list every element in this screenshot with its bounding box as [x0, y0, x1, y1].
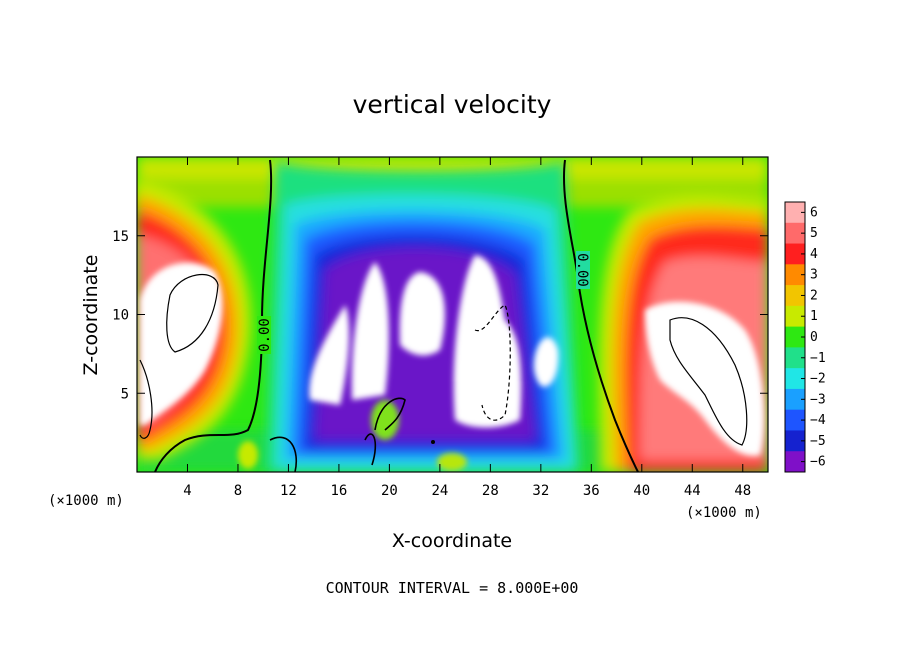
velocity-field: [137, 157, 768, 472]
colorbar-segment: [785, 368, 805, 390]
colorbar-segment: [785, 202, 805, 224]
x-tick-label: 44: [684, 483, 701, 499]
colorbar-tick-label: −5: [810, 434, 826, 449]
colorbar-tick-label: −6: [810, 455, 826, 470]
colorbar-tick-label: 0: [810, 330, 818, 345]
y-tick-label: 5: [121, 386, 129, 402]
colorbar-segment: [785, 451, 805, 473]
svg-text:0.00: 0.00: [574, 253, 590, 287]
colorbar-tick-label: −3: [810, 392, 826, 407]
contour-interval-note: CONTOUR INTERVAL = 8.000E+00: [326, 579, 579, 597]
colorbar: 6 5 4 3 2 1 0 −1 −2 −3 −4 −5 −6: [784, 201, 826, 473]
x-tick-label: 36: [583, 483, 600, 499]
x-tick-label: 4: [183, 483, 191, 499]
chart-title: vertical velocity: [353, 90, 552, 119]
colorbar-tick-label: 1: [810, 309, 818, 324]
colorbar-tick-label: 6: [810, 205, 818, 220]
colorbar-segment: [785, 305, 805, 328]
contour-lines: [139, 159, 748, 472]
colorbar-segment: [785, 430, 805, 452]
colorbar-segment: [785, 409, 805, 431]
y-axis-ticks: 5 10 15: [112, 229, 768, 402]
x-tick-label: 48: [734, 483, 751, 499]
colorbar-segment: [785, 243, 805, 265]
x-unit-label-right: (×1000 m): [686, 505, 762, 521]
y-tick-label: 10: [112, 308, 129, 324]
x-axis-label: X-coordinate: [392, 530, 512, 552]
x-tick-label: 24: [431, 483, 448, 499]
y-tick-label: 15: [112, 229, 129, 245]
x-tick-label: 28: [482, 483, 499, 499]
colorbar-segment: [785, 347, 805, 369]
colorbar-segment: [785, 264, 805, 286]
colorbar-segment: [785, 388, 805, 411]
contour-label-left: 0.00: [257, 316, 273, 354]
downdraft-cores: [309, 255, 559, 428]
svg-text:0.00: 0.00: [257, 318, 273, 352]
x-tick-label: 32: [532, 483, 549, 499]
colorbar-segment: [785, 285, 805, 307]
colorbar-tick-label: −1: [810, 351, 826, 366]
x-tick-label: 12: [280, 483, 297, 499]
x-tick-label: 16: [330, 483, 347, 499]
x-unit-label-left: (×1000 m): [48, 493, 124, 509]
colorbar-tick-label: −4: [810, 413, 826, 428]
colorbar-tick-label: 4: [810, 247, 818, 262]
colorbar-tick-label: 3: [810, 268, 818, 283]
colorbar-tick-label: −2: [810, 372, 826, 387]
x-tick-label: 40: [633, 483, 650, 499]
colorbar-segment: [785, 326, 805, 348]
contour-label-right: 0.00: [574, 251, 590, 289]
x-tick-label: 20: [381, 483, 398, 499]
colorbar-segment: [785, 222, 805, 245]
colorbar-tick-label: 2: [810, 288, 818, 303]
x-tick-label: 8: [234, 483, 242, 499]
y-axis-label: Z-coordinate: [80, 255, 102, 376]
x-axis-ticks: 4 8 12 16 20 24 28 32 36 40 44 48: [183, 157, 751, 499]
colorbar-tick-label: 5: [810, 226, 818, 241]
